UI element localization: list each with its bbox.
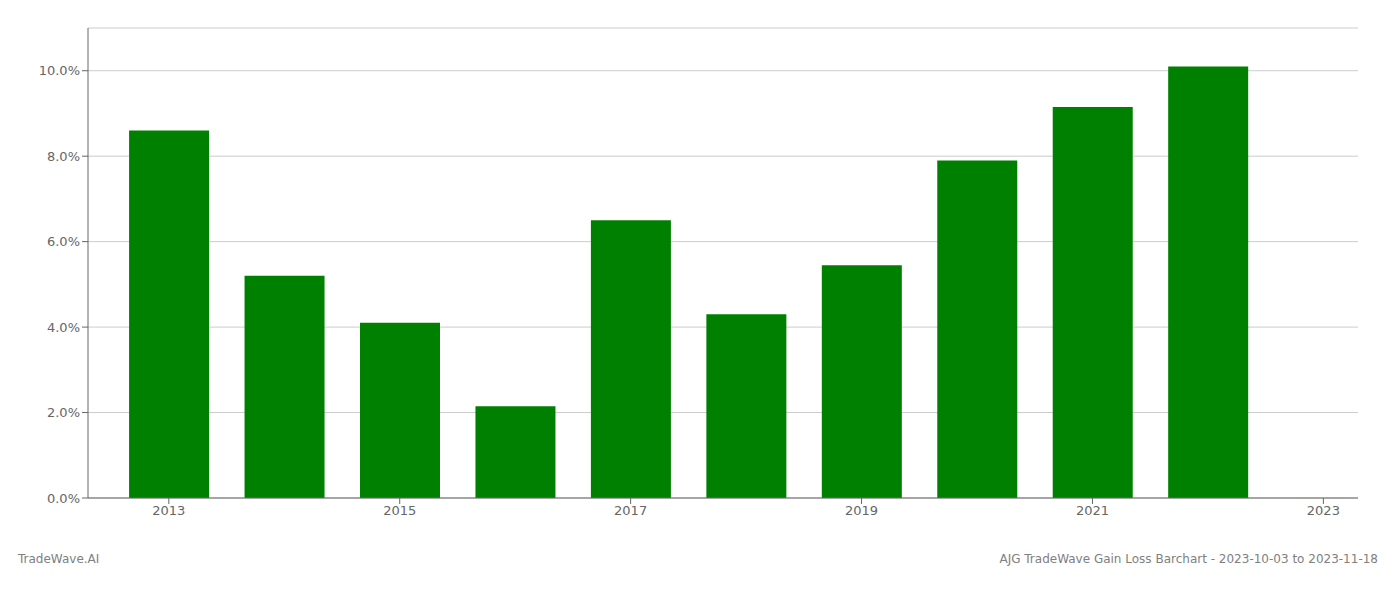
- svg-text:2015: 2015: [383, 503, 416, 518]
- svg-text:0.0%: 0.0%: [47, 491, 80, 506]
- svg-text:10.0%: 10.0%: [39, 63, 80, 78]
- svg-text:2021: 2021: [1076, 503, 1109, 518]
- html-text:TradeWave.AI: TradeWave.AI: [18, 552, 100, 566]
- svg-text:2023: 2023: [1307, 503, 1340, 518]
- svg-text:2013: 2013: [152, 503, 185, 518]
- svg-text:2017: 2017: [614, 503, 647, 518]
- svg-text:4.0%: 4.0%: [47, 320, 80, 335]
- svg-text:2.0%: 2.0%: [47, 405, 80, 420]
- svg-text:2019: 2019: [845, 503, 878, 518]
- svg-text:6.0%: 6.0%: [47, 234, 80, 249]
- html-text:AJG TradeWave Gain Loss Barcha: AJG TradeWave Gain Loss Barchart - 2023-…: [999, 552, 1378, 566]
- svg-text:8.0%: 8.0%: [47, 149, 80, 164]
